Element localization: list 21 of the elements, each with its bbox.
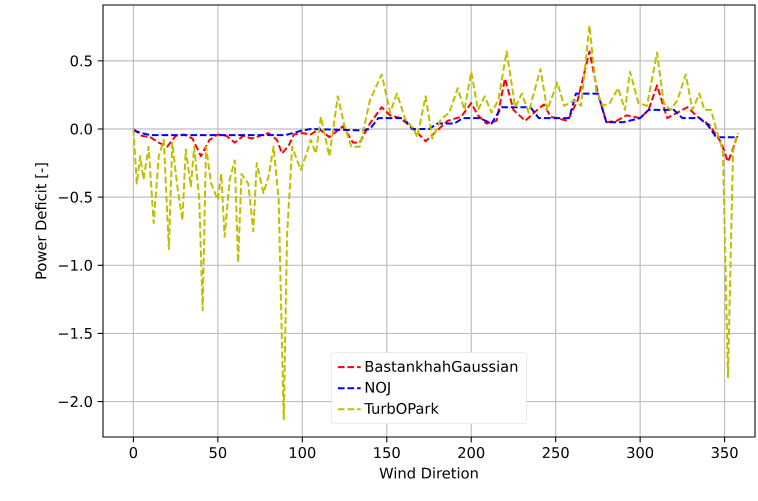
line-series xyxy=(132,50,740,163)
x-tick-label: 300 xyxy=(627,447,654,458)
x-tick-label: 250 xyxy=(542,447,569,458)
x-tick-label: 200 xyxy=(458,447,484,458)
legend-label: NOJ xyxy=(366,382,390,396)
y-tick-label: −0.5 xyxy=(58,192,92,203)
y-tick-label: −1.5 xyxy=(58,328,92,339)
x-tick-label: 350 xyxy=(712,447,738,458)
x-tick-label: 0 xyxy=(130,447,138,458)
x-tick-label: 150 xyxy=(374,447,400,458)
line-series xyxy=(132,24,740,420)
y-axis-title: Power Deficit [-] xyxy=(35,163,48,278)
y-tick-label: 0.0 xyxy=(70,123,92,135)
x-tick-label: 100 xyxy=(290,447,316,458)
legend-label: BastankhahGaussian xyxy=(366,360,518,372)
x-tick-label: 50 xyxy=(210,447,226,458)
legend-label: TurbOPark xyxy=(364,402,439,414)
x-axis-title: Wind Diretion xyxy=(380,467,478,479)
y-tick-label: −1.0 xyxy=(58,260,92,271)
y-tick-label: −2.0 xyxy=(58,396,92,408)
y-tick-label: 0.5 xyxy=(70,55,92,66)
